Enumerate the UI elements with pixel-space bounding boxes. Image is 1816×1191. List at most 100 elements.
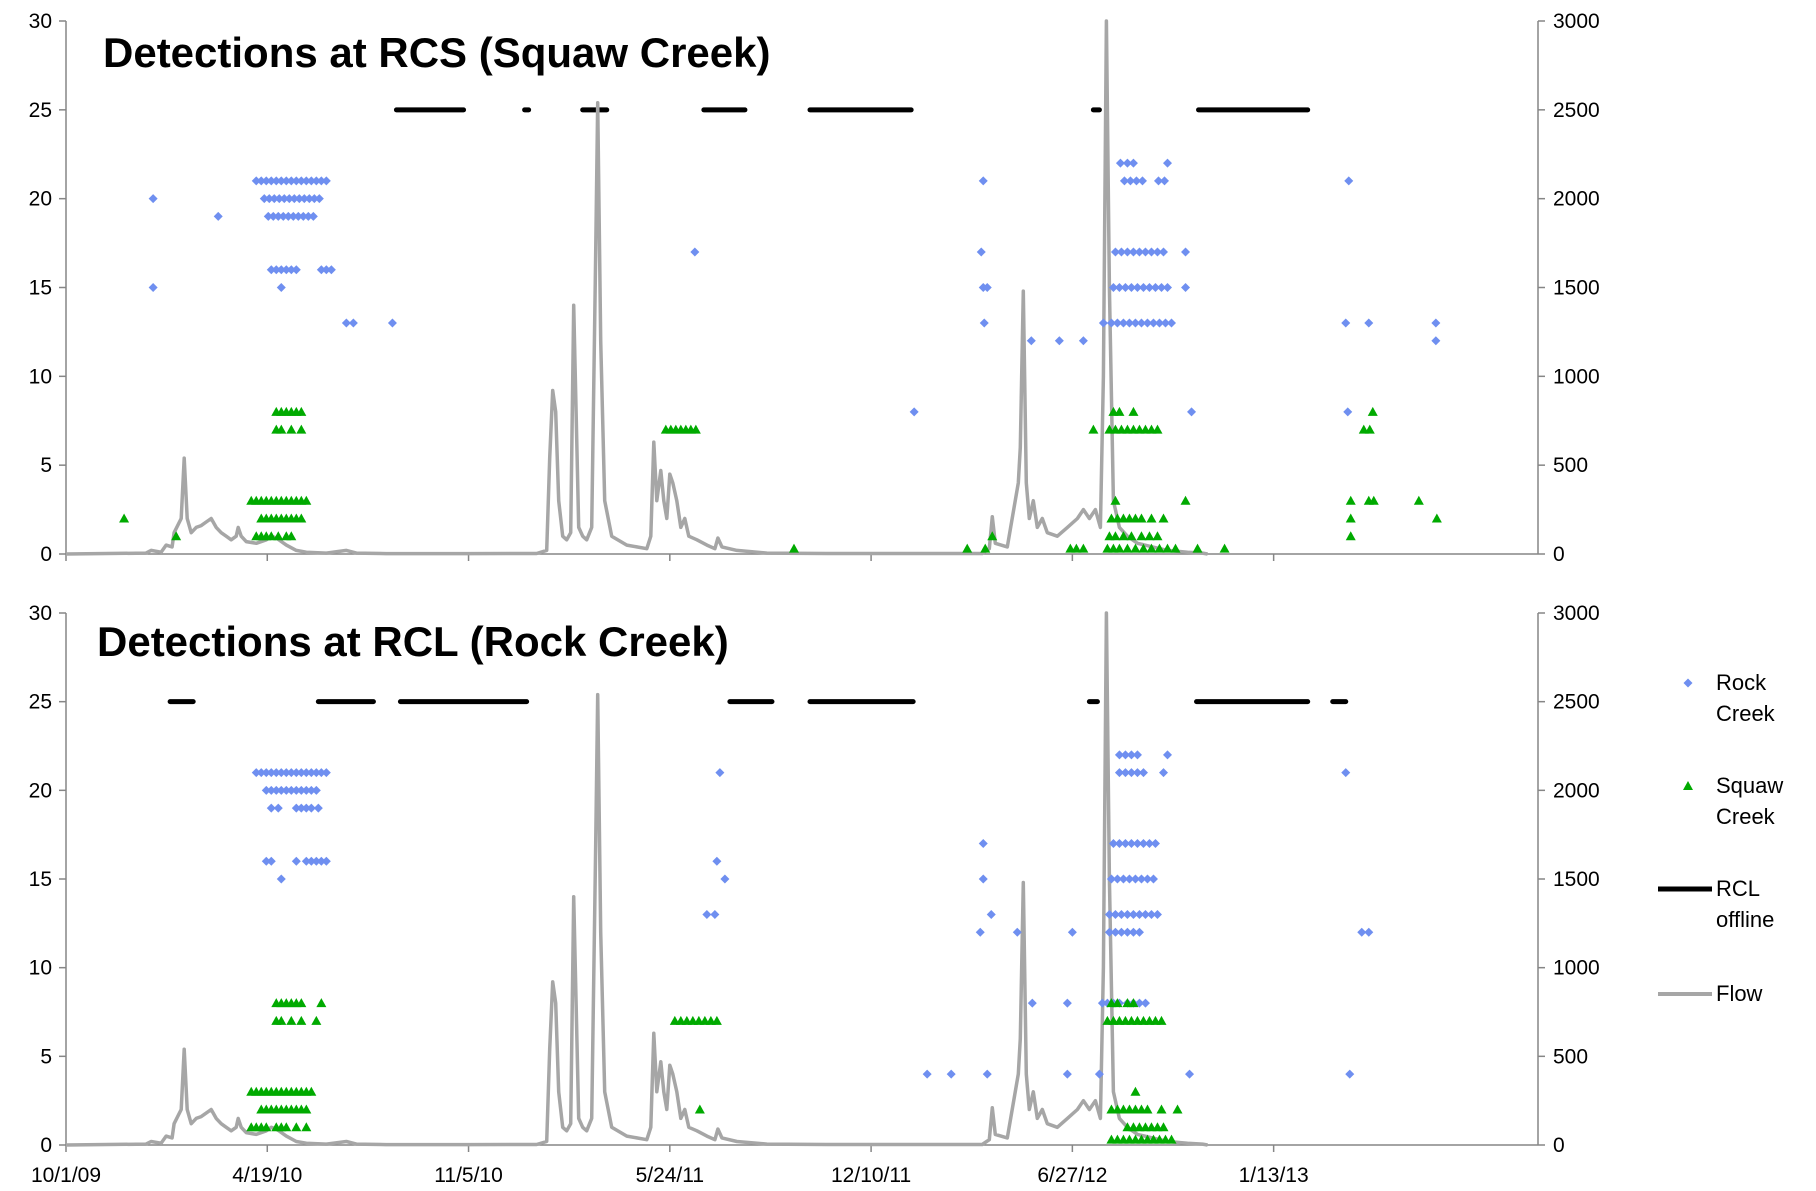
squaw-creek-point: [296, 406, 307, 416]
squaw-creek-point: [301, 1104, 312, 1114]
rock-creek-point: [1054, 336, 1064, 346]
rock-creek-point: [1364, 318, 1374, 328]
rock-creek-point: [720, 874, 730, 884]
y-left-tick-label: 25: [29, 691, 52, 714]
rock-creek-point: [256, 768, 266, 778]
rock-creek-point: [1122, 927, 1132, 937]
rock-creek-point: [1146, 247, 1156, 257]
legend-label: Squaw: [1716, 773, 1783, 798]
rock-creek-point: [266, 265, 276, 275]
panel-title-rcs: Detections at RCS (Squaw Creek): [103, 29, 771, 76]
rock-creek-point: [976, 247, 986, 257]
rock-creek-point: [296, 785, 306, 795]
y-left-tick-label: 25: [29, 99, 52, 122]
rock-creek-point: [261, 768, 271, 778]
rock-creek-point: [1344, 176, 1354, 186]
squaw-creek-point: [276, 424, 287, 434]
rock-creek-point: [1114, 839, 1124, 849]
rock-creek-point: [291, 265, 301, 275]
rock-creek-point: [1140, 909, 1150, 919]
rock-creek-point: [326, 265, 336, 275]
rock-creek-point: [261, 856, 271, 866]
y-right-tick-label: 500: [1553, 454, 1588, 477]
rock-creek-point: [1027, 998, 1037, 1008]
squaw-creek-point: [1146, 543, 1157, 553]
y-left-tick-label: 0: [40, 1134, 52, 1157]
rock-creek-point: [1114, 768, 1124, 778]
rock-creek-point: [301, 768, 311, 778]
rock-creek-point: [288, 211, 298, 221]
rock-creek-point: [321, 176, 331, 186]
rock-creek-point: [1144, 839, 1154, 849]
rock-creek-point: [271, 176, 281, 186]
squaw-creek-point: [1367, 406, 1378, 416]
squaw-creek-point: [1130, 543, 1141, 553]
y-left-tick-label: 30: [29, 10, 52, 33]
squaw-creek-point: [1192, 543, 1203, 553]
y-right-tick-label: 3000: [1553, 10, 1600, 33]
rock-creek-point: [268, 211, 278, 221]
rock-creek-point: [1158, 247, 1168, 257]
rock-creek-point: [1062, 998, 1072, 1008]
squaw-creek-point: [1110, 495, 1121, 505]
rock-creek-point: [1136, 874, 1146, 884]
squaw-creek-point: [296, 998, 307, 1008]
rock-creek-point: [1134, 927, 1144, 937]
y-right-tick-label: 0: [1553, 1134, 1565, 1157]
rock-creek-point: [1128, 927, 1138, 937]
rock-creek-point: [1112, 874, 1122, 884]
rock-creek-point: [266, 176, 276, 186]
rock-creek-point: [1094, 1069, 1104, 1079]
squaw-creek-point: [296, 1015, 307, 1025]
rock-creek-point: [261, 785, 271, 795]
rock-creek-point: [1142, 318, 1152, 328]
rock-creek-point: [1134, 247, 1144, 257]
rock-creek-point: [1132, 283, 1142, 292]
squaw-creek-point: [119, 513, 130, 523]
x-tick-label: 11/5/10: [434, 1164, 503, 1187]
rock-creek-point: [1110, 909, 1120, 919]
rock-creek-point: [1118, 874, 1128, 884]
rock-creek-point: [1150, 283, 1160, 292]
y-left-tick-label: 20: [29, 779, 52, 802]
squaw-creek-point: [1071, 543, 1082, 553]
rock-creek-point: [1110, 927, 1120, 937]
squaw-creek-point: [1431, 513, 1442, 523]
rock-creek-point: [1126, 750, 1136, 760]
y-right-tick-label: 2000: [1553, 188, 1600, 211]
y-right-tick-label: 1500: [1553, 868, 1600, 891]
squaw-creek-point: [1413, 495, 1424, 505]
rock-creek-point: [1142, 874, 1152, 884]
rock-creek-point: [301, 785, 311, 795]
rock-creek-point: [1138, 768, 1148, 778]
rock-creek-point: [316, 265, 326, 275]
squaw-creek-point: [788, 543, 799, 553]
squaw-creek-point: [281, 1122, 292, 1132]
squaw-creek-point: [1114, 543, 1125, 553]
rock-creek-point: [308, 211, 318, 221]
rock-creek-point: [286, 176, 296, 186]
rock-creek-point: [321, 768, 331, 778]
squaw-creek-point: [1136, 531, 1147, 541]
rock-creek-point: [286, 785, 296, 795]
rock-creek-point: [289, 194, 299, 204]
rock-creek-point: [271, 785, 281, 795]
rock-creek-point: [306, 856, 316, 866]
rock-creek-point: [1150, 839, 1160, 849]
rock-creek-point: [978, 874, 988, 884]
rock-creek-point: [1118, 318, 1128, 328]
rock-creek-point: [922, 1069, 932, 1079]
squaw-creek-point: [1219, 543, 1230, 553]
rock-creek-point: [281, 785, 291, 795]
rock-creek-point: [251, 768, 261, 778]
rock-creek-point: [269, 194, 279, 204]
rock-creek-point: [148, 194, 158, 204]
rock-creek-point: [1148, 318, 1158, 328]
rock-creek-point: [1364, 927, 1374, 937]
x-tick-label: 5/24/11: [636, 1164, 705, 1187]
rock-creek-point: [256, 176, 266, 186]
rock-creek-point: [1152, 247, 1162, 257]
squaw-creek-point: [1156, 1015, 1167, 1025]
legend-label: RCL: [1716, 876, 1760, 901]
